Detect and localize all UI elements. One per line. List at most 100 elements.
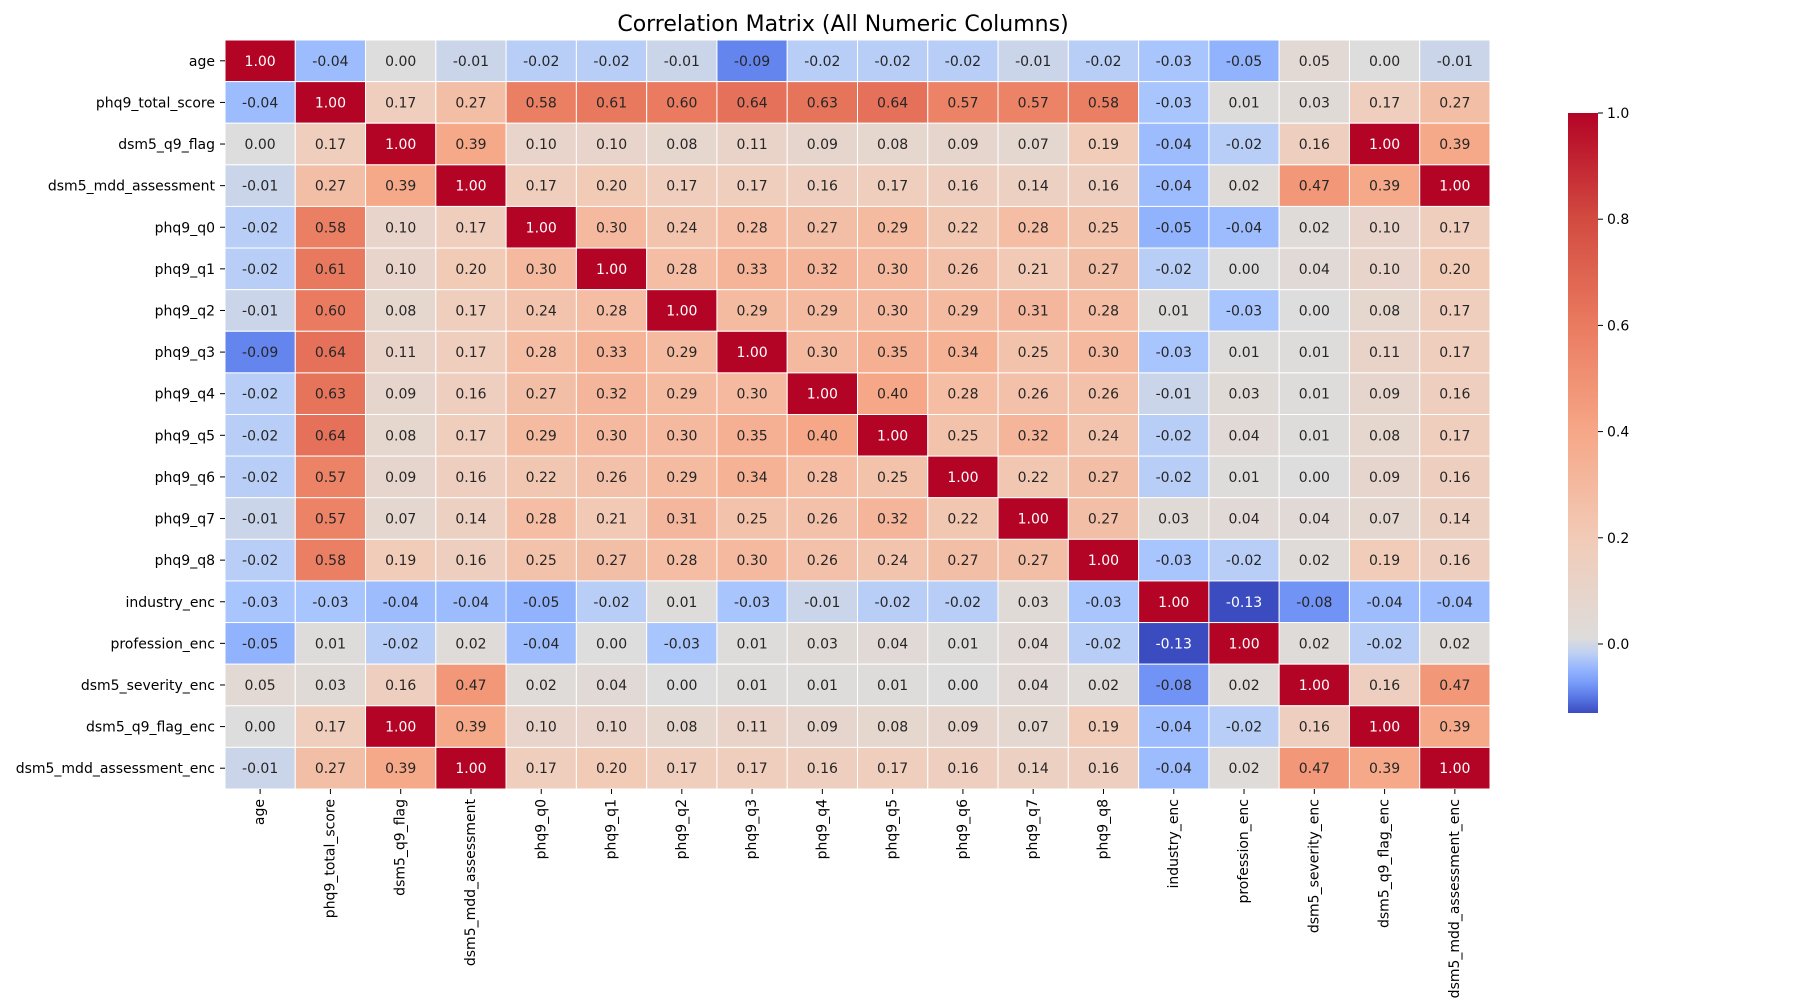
cell-value-label: 0.17 [526,179,557,195]
cell-value-label: 0.16 [807,761,838,777]
heatmap-cell [1208,663,1280,707]
cell-value-label: 0.08 [385,428,416,444]
cell-value-label: 0.20 [596,761,627,777]
heatmap-cell [927,81,999,124]
cell-value-label: 0.19 [1369,553,1400,569]
heatmap-cell [1208,122,1280,166]
cell-value-label: 0.05 [245,678,276,694]
heatmap-cell [1138,247,1210,291]
cell-value-label: 0.04 [1299,512,1330,528]
cell-value-label: -0.02 [945,595,981,611]
cell-value-label: -0.02 [242,470,278,486]
heatmap-cell [646,81,718,124]
heatmap-cell [224,705,296,748]
cell-value-label: 0.01 [1228,345,1259,361]
cell-value-label: -0.01 [242,761,278,777]
cell-value-label: 0.58 [526,95,557,111]
column-tick-label: phq9_q6 [955,799,971,859]
cell-value-label: 0.32 [596,387,627,403]
cell-value-label: 0.14 [1018,179,1049,195]
heatmap-cell [927,580,999,624]
cell-value-label: 1.00 [596,262,627,278]
cell-value-label: 0.04 [1018,636,1049,652]
cell-value-label: 0.08 [877,720,908,736]
heatmap-cell [1419,247,1491,291]
cell-value-label: 0.19 [1088,720,1119,736]
heatmap-cell [857,39,929,83]
heatmap-cell [1348,330,1421,374]
heatmap-cell [1348,205,1421,249]
cell-value-label: 1.00 [385,137,416,153]
cell-value-label: 0.29 [666,345,697,361]
cell-value-label: 0.00 [596,636,627,652]
heatmap-cell [857,497,929,540]
cell-value-label: -0.01 [1437,54,1473,70]
heatmap-cell [1419,663,1491,707]
cell-value-label: 0.28 [807,470,838,486]
cell-value-label: 0.00 [1369,54,1400,70]
heatmap-cell [294,205,367,249]
cell-value-label: 0.02 [526,678,557,694]
heatmap-cell [1138,414,1210,457]
heatmap-cell [1138,455,1210,499]
cell-value-label: 0.27 [1088,262,1119,278]
cell-value-label: 0.10 [385,262,416,278]
heatmap-cell [1208,164,1280,207]
cell-value-label: -0.05 [523,595,559,611]
cell-value-label: 0.01 [666,595,697,611]
cell-value-label: -0.04 [1226,220,1262,236]
cell-value-label: -0.02 [1085,54,1121,70]
heatmap-cell [1138,164,1210,207]
cell-value-label: 0.27 [596,553,627,569]
heatmap-cell [294,663,367,707]
cell-value-label: 0.20 [455,262,486,278]
heatmap-cell [505,663,577,707]
heatmap-cell [1138,39,1210,83]
cell-value-label: 0.00 [1299,303,1330,319]
heatmap-cell [646,205,718,249]
cell-value-label: -0.04 [1366,595,1402,611]
heatmap-cell [1278,497,1350,540]
heatmap-cell [786,538,859,582]
heatmap-cell [1348,39,1421,83]
cell-value-label: -0.03 [1156,54,1192,70]
colorbar-tick-label: 0.8 [1607,212,1629,228]
cell-value-label: 0.30 [526,262,557,278]
cell-value-label: 1.00 [1369,720,1400,736]
cell-value-label: -0.02 [1156,470,1192,486]
cell-value-label: 0.24 [666,220,697,236]
heatmap-cell [1138,746,1210,790]
heatmap-cell [365,122,437,166]
heatmap-cell [505,289,577,332]
cell-value-label: 0.27 [315,761,346,777]
cell-value-label: 0.26 [596,470,627,486]
cell-value-label: -0.02 [1366,636,1402,652]
cell-value-label: 0.39 [455,137,486,153]
cell-value-label: 0.32 [807,262,838,278]
heatmap-cell [575,247,648,291]
heatmap-cell [1138,497,1210,540]
heatmap-cell [716,622,788,665]
heatmap-cell [786,205,859,249]
heatmap-cell [224,497,296,540]
cell-value-label: 0.02 [1228,761,1259,777]
cell-value-label: -0.05 [242,636,278,652]
heatmap-cell [294,289,367,332]
cell-value-label: -0.02 [242,428,278,444]
heatmap-cell [505,414,577,457]
heatmap-cell [1419,497,1491,540]
heatmap-cells: 1.00 -0.04 0.00 -0.01 -0.02 -0.02 -0.01 -0.09 -0… [224,39,1491,790]
heatmap-cell [786,497,859,540]
heatmap-cell [857,538,929,582]
cell-value-label: -0.02 [242,387,278,403]
heatmap-cell [1208,247,1280,291]
cell-value-label: -0.04 [242,95,278,111]
heatmap-cell [997,663,1069,707]
cell-value-label: 0.01 [736,678,767,694]
cell-value-label: 0.21 [596,512,627,528]
cell-value-label: 0.03 [1299,95,1330,111]
cell-value-label: -0.04 [312,54,348,70]
cell-value-label: 0.22 [947,220,978,236]
row-tick-label: industry_enc [125,595,215,611]
cell-value-label: 0.34 [736,470,767,486]
